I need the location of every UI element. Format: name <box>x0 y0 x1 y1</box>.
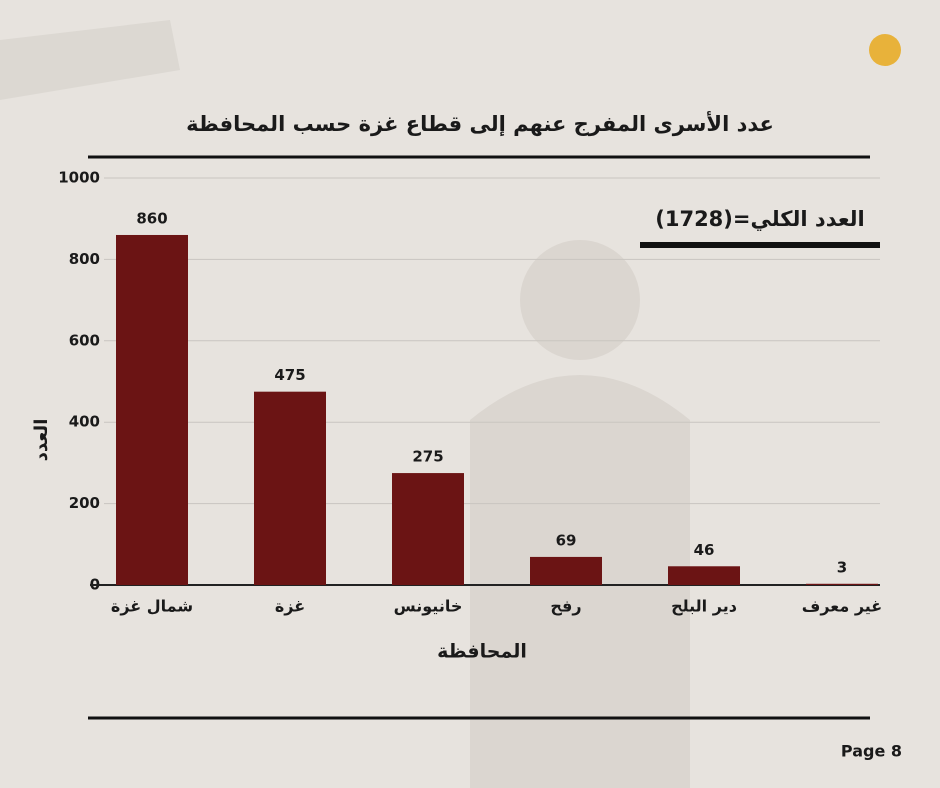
decor-flag <box>0 20 180 100</box>
x-tick-label: خانيونس <box>394 597 463 616</box>
x-tick-label: غير معرف <box>802 597 882 616</box>
decor-silhouette <box>520 240 640 360</box>
bar <box>806 583 878 585</box>
footer: Page 8 <box>841 742 902 761</box>
y-tick-label: 400 <box>69 413 100 431</box>
y-tick-label: 800 <box>69 250 100 268</box>
y-tick-label: 600 <box>69 331 100 349</box>
annotation: العدد الكلي=(1728) <box>655 207 865 231</box>
value-label: 3 <box>837 558 847 576</box>
bar <box>530 556 602 585</box>
value-label: 475 <box>274 366 305 384</box>
y-axis-label: العدد <box>31 419 52 462</box>
bar <box>392 473 464 585</box>
bar <box>668 566 740 585</box>
value-label: 69 <box>556 531 577 549</box>
value-label: 46 <box>694 541 715 559</box>
plot: 02004006008001000860شمال غزة475غزة275خان… <box>58 169 882 616</box>
chart-title: عدد الأسرى المفرج عنهم إلى قطاع غزة حسب … <box>186 110 774 137</box>
logo <box>869 34 901 66</box>
bar <box>116 234 188 586</box>
x-axis-label: المحافظة <box>437 641 527 663</box>
x-tick-label: دير البلح <box>671 597 737 616</box>
y-tick-label: 200 <box>69 494 100 512</box>
y-tick-label: 1000 <box>58 169 100 187</box>
bar <box>254 391 326 585</box>
value-label: 275 <box>412 448 443 466</box>
x-tick-label: رفح <box>550 597 581 616</box>
x-tick-label: غزة <box>275 597 305 616</box>
x-tick-label: شمال غزة <box>111 597 193 616</box>
value-label: 860 <box>136 209 167 227</box>
